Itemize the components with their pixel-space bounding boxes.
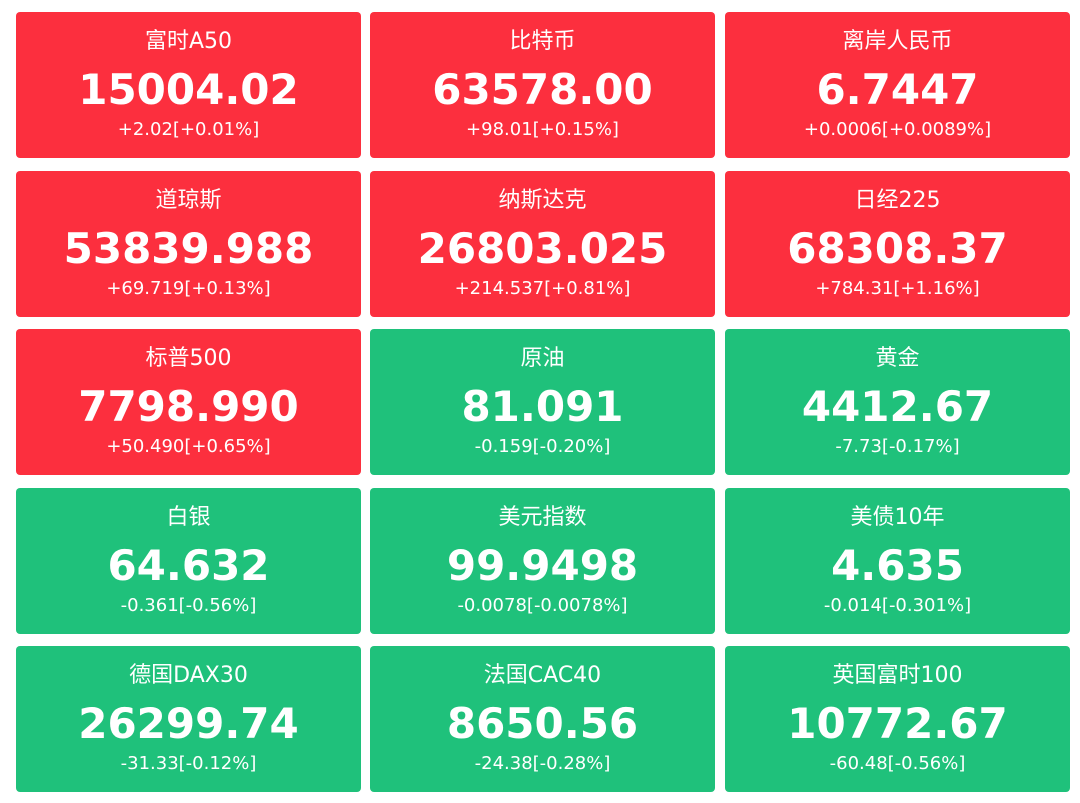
quote-price: 26299.74 [78,699,299,748]
quote-price: 63578.00 [432,65,653,114]
quote-price: 99.9498 [446,540,639,590]
quote-name: 道琼斯 [155,187,222,213]
quote-name: 法国CAC40 [483,663,602,688]
quote-tile[interactable]: 标普500 7798.990 +50.490[+0.65%] [16,329,361,475]
quote-name: 黄金 [875,346,920,371]
quote-name: 德国DAX30 [129,663,248,688]
quote-tile[interactable]: 原油 81.091 -0.159[-0.20%] [370,329,715,475]
quote-change: +50.490[+0.65%] [106,436,271,457]
quote-change: -7.73[-0.17%] [835,436,960,457]
quote-name: 比特币 [509,29,576,54]
quote-change: +98.01[+0.15%] [466,119,619,140]
quote-name: 日经225 [854,187,941,213]
quote-name: 美债10年 [850,504,945,530]
quote-tile[interactable]: 英国富时100 10772.67 -60.48[-0.56%] [725,646,1070,792]
quote-change: -24.38[-0.28%] [474,753,611,774]
quote-price: 10772.67 [787,699,1008,748]
quote-name: 英国富时100 [832,663,963,688]
quote-tile[interactable]: 美债10年 4.635 -0.014[-0.301%] [725,487,1070,634]
quote-name: 离岸人民币 [842,29,953,54]
quote-change: -0.361[-0.56%] [120,594,257,616]
quote-tile[interactable]: 比特币 63578.00 +98.01[+0.15%] [370,12,715,158]
quote-name: 原油 [520,346,565,371]
quote-change: +0.0006[+0.0089%] [803,119,992,140]
quote-price: 53839.988 [63,223,314,273]
quote-price: 8650.56 [446,699,639,748]
quote-change: +784.31[+1.16%] [815,277,980,299]
quote-tile[interactable]: 道琼斯 53839.988 +69.719[+0.13%] [16,170,361,317]
quote-name: 标普500 [145,346,232,371]
quote-change: +69.719[+0.13%] [106,277,271,299]
quote-tile[interactable]: 日经225 68308.37 +784.31[+1.16%] [725,170,1070,317]
quote-price: 6.7447 [816,65,979,114]
quote-name: 白银 [166,504,211,530]
quote-name: 富时A50 [144,29,233,54]
quote-tile[interactable]: 离岸人民币 6.7447 +0.0006[+0.0089%] [725,12,1070,158]
quote-price: 4.635 [831,540,964,590]
quote-price: 26803.025 [417,223,668,273]
quote-tile[interactable]: 德国DAX30 26299.74 -31.33[-0.12%] [16,646,361,792]
quote-tile[interactable]: 法国CAC40 8650.56 -24.38[-0.28%] [370,646,715,792]
quote-price: 7798.990 [78,382,299,431]
quote-tile[interactable]: 美元指数 99.9498 -0.0078[-0.0078%] [370,487,715,634]
quote-price: 64.632 [107,540,270,590]
quote-change: -0.014[-0.301%] [823,594,972,616]
quote-name: 美元指数 [498,504,587,530]
quote-change: +214.537[+0.81%] [454,277,631,299]
quote-change: -0.159[-0.20%] [474,436,611,457]
quote-price: 15004.02 [78,65,299,114]
quote-name: 纳斯达克 [498,187,587,213]
quote-price: 4412.67 [801,382,994,431]
quote-change: -0.0078[-0.0078%] [457,594,628,616]
quote-tile[interactable]: 纳斯达克 26803.025 +214.537[+0.81%] [370,170,715,317]
quote-tile[interactable]: 富时A50 15004.02 +2.02[+0.01%] [16,12,361,158]
quote-price: 68308.37 [787,223,1008,273]
quote-change: -60.48[-0.56%] [829,753,966,774]
quote-change: +2.02[+0.01%] [117,119,260,140]
quote-change: -31.33[-0.12%] [120,753,257,774]
quote-tile[interactable]: 白银 64.632 -0.361[-0.56%] [16,487,361,634]
quote-tile[interactable]: 黄金 4412.67 -7.73[-0.17%] [725,329,1070,475]
quote-price: 81.091 [461,382,624,431]
